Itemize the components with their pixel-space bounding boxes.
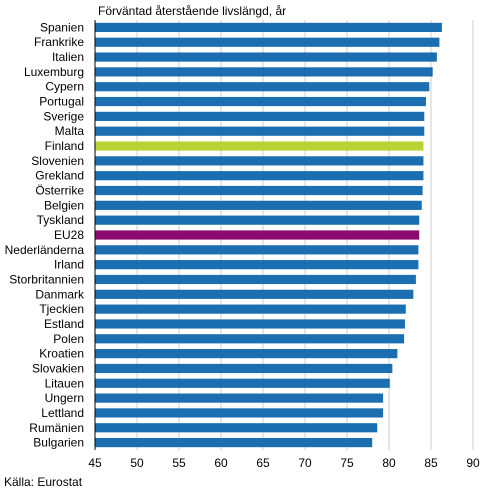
- bar-chart: SpanienFrankrikeItalienLuxemburgCypernPo…: [5, 20, 480, 470]
- category-label: Tjeckien: [39, 302, 84, 316]
- chart-subtitle: Förväntad återstående livslängd, år: [98, 4, 287, 18]
- bar-cypern: [95, 82, 430, 92]
- category-label: Luxemburg: [24, 65, 84, 79]
- category-label: Lettland: [41, 406, 84, 420]
- category-label: Estland: [44, 317, 84, 331]
- category-label: Irland: [54, 258, 84, 272]
- category-label: Sverige: [43, 109, 84, 123]
- category-label: EU28: [54, 228, 84, 242]
- bar-finland: [95, 141, 424, 151]
- category-labels: SpanienFrankrikeItalienLuxemburgCypernPo…: [5, 20, 85, 449]
- bar-tjeckien: [95, 304, 406, 314]
- bar-belgien: [95, 200, 422, 210]
- category-label: Kroatien: [39, 347, 84, 361]
- bar-estland: [95, 319, 405, 329]
- bar-bulgarien: [95, 437, 373, 448]
- x-tick-label: 75: [340, 456, 354, 470]
- x-tick-label: 45: [88, 456, 102, 470]
- bar-eu28: [95, 230, 420, 240]
- category-label: Spanien: [40, 20, 84, 34]
- bar-polen: [95, 334, 405, 344]
- x-axis: 45 50 55 60 65 70 75 80 85 90: [88, 20, 480, 470]
- x-tick-label: 50: [130, 456, 144, 470]
- category-label: Tyskland: [37, 213, 84, 227]
- category-label: Slovakien: [32, 361, 84, 375]
- bar-frankrike: [95, 37, 440, 47]
- x-tick-label: 55: [172, 456, 186, 470]
- source-note: Källa: Eurostat: [4, 475, 83, 489]
- bars: [95, 22, 442, 448]
- x-tick-label: 70: [298, 456, 312, 470]
- category-label: Belgien: [44, 198, 84, 212]
- bar-danmark: [95, 289, 414, 299]
- category-label: Nederländerna: [5, 243, 85, 257]
- bar-litauen: [95, 378, 390, 388]
- bar-grekland: [95, 171, 424, 181]
- category-label: Danmark: [35, 287, 85, 301]
- bar-tyskland: [95, 215, 420, 225]
- bar-lettland: [95, 408, 384, 418]
- category-label: Frankrike: [34, 35, 84, 49]
- bar-slovakien: [95, 363, 393, 374]
- x-tick-label: 65: [256, 456, 270, 470]
- bar-luxemburg: [95, 67, 433, 77]
- category-label: Malta: [55, 124, 85, 138]
- category-label: Litauen: [45, 376, 84, 390]
- category-label: Italien: [52, 50, 84, 64]
- category-label: Österrike: [35, 184, 84, 198]
- x-tick-label: 85: [424, 456, 438, 470]
- category-label: Portugal: [39, 95, 84, 109]
- category-label: Finland: [45, 139, 84, 153]
- category-label: Storbritannien: [9, 272, 84, 286]
- bar-spanien: [95, 22, 442, 33]
- x-tick-label: 80: [382, 456, 396, 470]
- bar-storbritannien: [95, 274, 416, 285]
- bar-slovenien: [95, 156, 424, 166]
- x-tick-label: 60: [214, 456, 228, 470]
- bar-rumänien: [95, 423, 378, 433]
- bar-kroatien: [95, 349, 398, 359]
- bar-ungern: [95, 393, 384, 403]
- category-label: Bulgarien: [33, 436, 84, 450]
- bar-portugal: [95, 96, 426, 107]
- bar-malta: [95, 126, 425, 136]
- category-label: Slovenien: [31, 154, 84, 168]
- bar-italien: [95, 52, 437, 62]
- category-label: Ungern: [45, 391, 84, 405]
- category-label: Grekland: [35, 169, 84, 183]
- bar-österrike: [95, 185, 423, 196]
- x-tick-label: 90: [466, 456, 480, 470]
- bar-nederländerna: [95, 245, 419, 255]
- category-label: Polen: [53, 332, 84, 346]
- bar-sverige: [95, 111, 425, 121]
- category-label: Cypern: [45, 80, 84, 94]
- bar-irland: [95, 260, 419, 270]
- category-label: Rumänien: [29, 421, 84, 435]
